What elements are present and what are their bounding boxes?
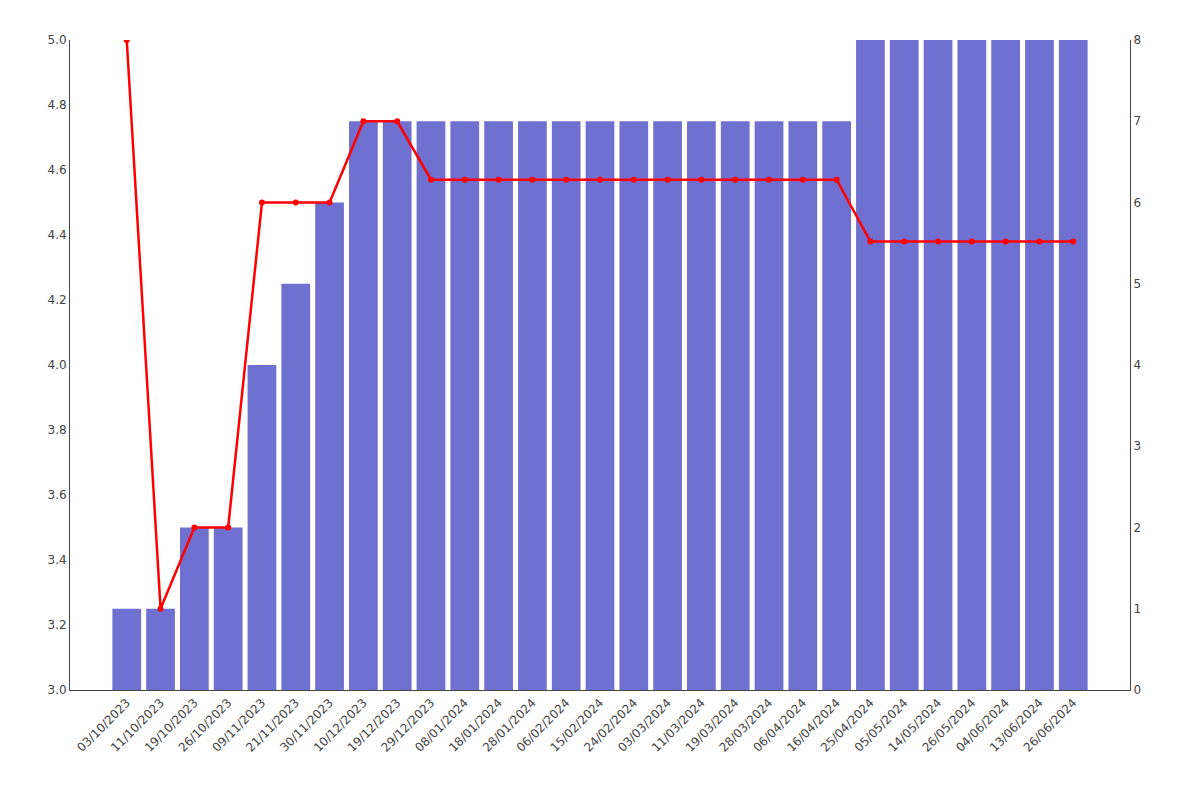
svg-text:03/10/2023: 03/10/2023: [74, 696, 133, 755]
svg-text:3: 3: [1133, 439, 1141, 453]
svg-text:14/05/2024: 14/05/2024: [886, 696, 945, 755]
svg-text:0: 0: [1133, 683, 1141, 697]
svg-text:04/06/2024: 04/06/2024: [953, 696, 1012, 755]
svg-text:19/12/2023: 19/12/2023: [345, 696, 404, 755]
svg-text:10/12/2023: 10/12/2023: [311, 696, 370, 755]
svg-text:5.0: 5.0: [48, 33, 67, 47]
svg-text:19/10/2023: 19/10/2023: [142, 696, 201, 755]
svg-text:4: 4: [1133, 358, 1141, 372]
svg-text:7: 7: [1133, 114, 1141, 128]
svg-text:8: 8: [1133, 33, 1141, 47]
svg-text:26/10/2023: 26/10/2023: [176, 696, 235, 755]
svg-text:16/04/2024: 16/04/2024: [784, 696, 843, 755]
svg-text:29/12/2023: 29/12/2023: [379, 696, 438, 755]
svg-text:28/03/2024: 28/03/2024: [717, 696, 776, 755]
svg-text:21/11/2023: 21/11/2023: [243, 696, 302, 755]
svg-text:2: 2: [1133, 521, 1141, 535]
svg-text:4.6: 4.6: [48, 163, 67, 177]
svg-text:3.2: 3.2: [48, 618, 67, 632]
svg-text:06/02/2024: 06/02/2024: [514, 696, 573, 755]
svg-text:05/05/2024: 05/05/2024: [852, 696, 911, 755]
svg-text:09/11/2023: 09/11/2023: [210, 696, 269, 755]
svg-text:30/11/2023: 30/11/2023: [277, 696, 336, 755]
svg-text:03/03/2024: 03/03/2024: [615, 696, 674, 755]
svg-text:3.6: 3.6: [48, 488, 67, 502]
svg-text:4.8: 4.8: [48, 98, 67, 112]
svg-text:25/04/2024: 25/04/2024: [818, 696, 877, 755]
svg-text:5: 5: [1133, 277, 1141, 291]
svg-text:15/02/2024: 15/02/2024: [548, 696, 607, 755]
svg-text:3.4: 3.4: [48, 553, 67, 567]
svg-text:06/04/2024: 06/04/2024: [750, 696, 809, 755]
svg-text:4.0: 4.0: [48, 358, 67, 372]
svg-text:19/03/2024: 19/03/2024: [683, 696, 742, 755]
svg-text:3.8: 3.8: [48, 423, 67, 437]
svg-text:6: 6: [1133, 196, 1141, 210]
svg-text:08/01/2024: 08/01/2024: [412, 696, 471, 755]
svg-text:1: 1: [1133, 602, 1141, 616]
svg-text:11/10/2023: 11/10/2023: [108, 696, 167, 755]
svg-text:24/02/2024: 24/02/2024: [581, 696, 640, 755]
svg-text:4.4: 4.4: [48, 228, 67, 242]
svg-text:3.0: 3.0: [48, 683, 67, 697]
svg-text:28/01/2024: 28/01/2024: [480, 696, 539, 755]
svg-text:4.2: 4.2: [48, 293, 67, 307]
svg-text:13/06/2024: 13/06/2024: [987, 696, 1046, 755]
svg-text:18/01/2024: 18/01/2024: [446, 696, 505, 755]
svg-text:26/05/2024: 26/05/2024: [919, 696, 978, 755]
svg-text:11/03/2024: 11/03/2024: [649, 696, 708, 755]
svg-text:26/06/2024: 26/06/2024: [1021, 696, 1080, 755]
